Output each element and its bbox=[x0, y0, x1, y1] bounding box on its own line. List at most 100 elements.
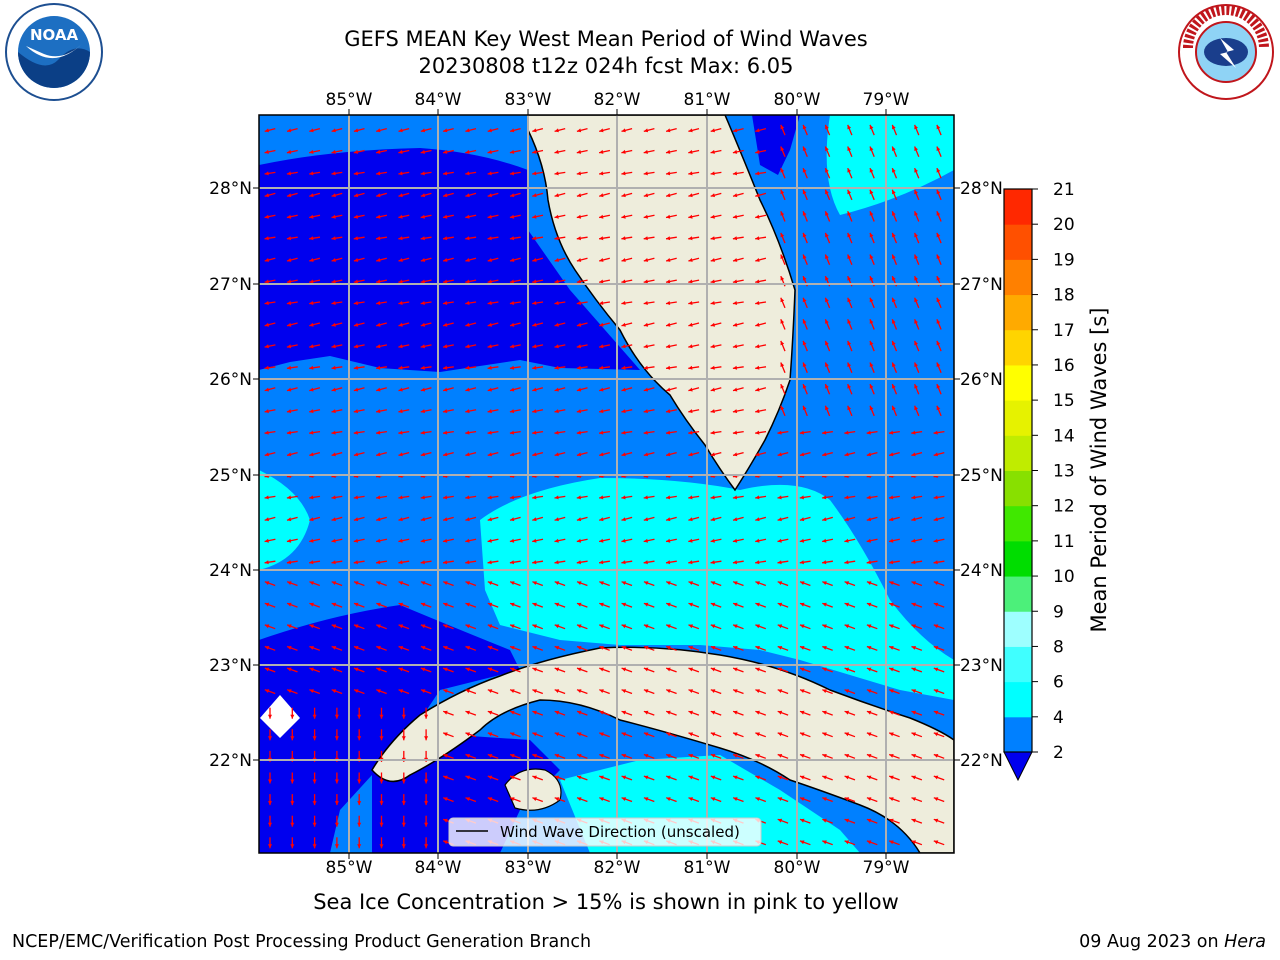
direction-arrow-head bbox=[287, 517, 292, 522]
direction-arrow-head bbox=[487, 344, 492, 349]
direction-arrow-head bbox=[353, 560, 358, 565]
direction-arrow-head bbox=[825, 362, 829, 367]
direction-arrow-head bbox=[733, 710, 738, 715]
direction-arrow-head bbox=[264, 171, 269, 176]
direction-arrow-head bbox=[666, 387, 671, 392]
ocean-2-4-region-east bbox=[752, 115, 800, 175]
direction-arrow-head bbox=[532, 322, 537, 327]
direction-arrow-head bbox=[666, 602, 671, 607]
direction-arrow-head bbox=[755, 430, 760, 435]
direction-arrow-head bbox=[844, 538, 849, 543]
direction-arrow-head bbox=[420, 689, 426, 693]
direction-arrow-head bbox=[732, 365, 738, 370]
direction-arrow-head bbox=[710, 754, 716, 758]
direction-arrow-head bbox=[379, 801, 384, 806]
direction-arrow-head bbox=[576, 236, 581, 241]
direction-arrow-head bbox=[577, 667, 582, 672]
direction-arrow-head bbox=[844, 732, 850, 737]
direction-arrow-head bbox=[869, 384, 874, 389]
direction-arrow-head bbox=[777, 840, 783, 845]
direction-arrow-head bbox=[509, 279, 515, 284]
direction-arrow-head bbox=[576, 214, 582, 219]
direction-arrow-head bbox=[424, 844, 429, 849]
direction-arrow-head bbox=[889, 430, 894, 435]
direction-arrow-head bbox=[487, 495, 492, 500]
lon-label-bottom: 81°W bbox=[684, 858, 731, 878]
direction-arrow-head bbox=[309, 495, 314, 500]
noaa-logo: NOAA bbox=[5, 3, 103, 101]
direction-arrow-head bbox=[554, 452, 559, 457]
direction-arrow-head bbox=[688, 279, 693, 284]
direction-arrow-head bbox=[376, 344, 381, 349]
direction-arrow-head bbox=[866, 689, 872, 693]
direction-arrow-head bbox=[621, 646, 627, 650]
direction-arrow-head bbox=[666, 560, 671, 565]
direction-arrow-head bbox=[643, 430, 648, 435]
direction-arrow-head bbox=[510, 193, 515, 198]
direction-arrow-head bbox=[376, 149, 381, 154]
direction-arrow-head bbox=[353, 517, 359, 522]
direction-arrow-head bbox=[844, 495, 849, 500]
direction-arrow-head bbox=[420, 430, 425, 435]
direction-arrow-head bbox=[666, 128, 671, 133]
lat-label-right: 22°N bbox=[960, 751, 1003, 771]
direction-arrow-head bbox=[264, 495, 269, 500]
direction-arrow-head bbox=[643, 258, 649, 262]
direction-arrow-head bbox=[264, 560, 269, 565]
direction-arrow-head bbox=[487, 667, 493, 672]
direction-arrow-head bbox=[733, 128, 738, 133]
direction-arrow-head bbox=[331, 128, 336, 133]
direction-arrow-head bbox=[866, 732, 872, 737]
direction-arrow-head bbox=[802, 146, 807, 151]
direction-arrow-head bbox=[889, 602, 894, 607]
direction-arrow-head bbox=[487, 797, 493, 801]
direction-arrow-head bbox=[666, 322, 671, 327]
direction-arrow-head bbox=[802, 319, 807, 324]
direction-arrow-head bbox=[554, 236, 559, 241]
direction-arrow-head bbox=[733, 387, 738, 392]
direction-arrow-head bbox=[487, 452, 492, 457]
direction-arrow-head bbox=[889, 818, 894, 823]
direction-arrow-head bbox=[911, 710, 916, 715]
direction-arrow-head bbox=[309, 538, 314, 543]
direction-arrow-head bbox=[420, 667, 426, 672]
lon-label-bottom: 82°W bbox=[594, 858, 641, 878]
direction-arrow-head bbox=[264, 667, 270, 672]
direction-arrow-head bbox=[688, 409, 693, 414]
direction-arrow-head bbox=[780, 319, 785, 324]
direction-arrow-head bbox=[822, 689, 827, 693]
colorbar-segment bbox=[1004, 400, 1032, 436]
direction-arrow-head bbox=[353, 452, 359, 457]
direction-arrow-head bbox=[621, 128, 626, 133]
direction-arrow-head bbox=[532, 624, 537, 629]
direction-arrow-head bbox=[287, 193, 292, 198]
direction-arrow-head bbox=[420, 128, 426, 133]
direction-arrow-head bbox=[264, 602, 270, 607]
direction-arrow-head bbox=[802, 232, 807, 238]
direction-arrow-head bbox=[312, 779, 317, 784]
direction-arrow-head bbox=[755, 344, 760, 349]
direction-arrow-head bbox=[509, 560, 515, 565]
direction-arrow-head bbox=[554, 344, 559, 349]
direction-arrow-head bbox=[936, 168, 941, 173]
direction-arrow-head bbox=[577, 646, 582, 650]
direction-arrow-head bbox=[733, 689, 738, 693]
direction-arrow-head bbox=[353, 387, 359, 392]
direction-arrow-head bbox=[599, 538, 604, 543]
direction-arrow-head bbox=[287, 602, 292, 607]
direction-arrow-head bbox=[465, 538, 470, 543]
direction-arrow-head bbox=[379, 844, 384, 849]
direction-arrow-head bbox=[487, 171, 492, 176]
direction-arrow-head bbox=[264, 149, 269, 154]
direction-arrow-head bbox=[331, 667, 337, 672]
direction-arrow-head bbox=[487, 258, 492, 262]
direction-arrow-head bbox=[822, 797, 827, 801]
direction-arrow-head bbox=[465, 667, 470, 672]
direction-arrow-head bbox=[621, 602, 627, 607]
direction-arrow-head bbox=[666, 775, 671, 780]
direction-arrow-head bbox=[688, 689, 693, 693]
direction-arrow-head bbox=[755, 538, 760, 543]
direction-arrow-head bbox=[732, 236, 738, 241]
direction-arrow-head bbox=[443, 840, 448, 845]
direction-arrow-head bbox=[755, 128, 760, 133]
